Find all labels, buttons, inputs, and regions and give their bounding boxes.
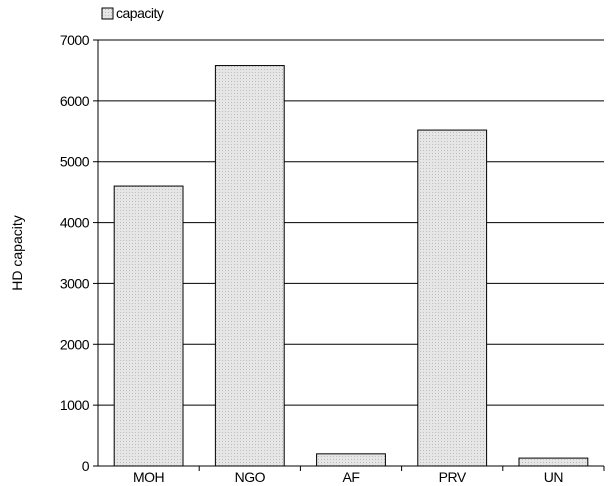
legend: capacity bbox=[101, 5, 164, 21]
y-tick-label: 0 bbox=[82, 458, 90, 474]
x-axis-ticks: MOH NGO AF PRV UN bbox=[133, 466, 605, 485]
y-tick-label: 5000 bbox=[60, 154, 90, 170]
legend-swatch bbox=[101, 7, 114, 20]
x-tick-label: PRV bbox=[439, 469, 467, 485]
y-tick-label: 2000 bbox=[60, 336, 90, 352]
bar-un bbox=[518, 457, 589, 467]
y-axis-title: HD capacity bbox=[9, 215, 25, 290]
bar-ngo bbox=[214, 65, 285, 467]
y-tick-label: 4000 bbox=[60, 215, 90, 231]
y-tick-label: 1000 bbox=[60, 397, 90, 413]
bars bbox=[113, 65, 589, 467]
bar-af bbox=[316, 453, 386, 467]
y-tick-label: 7000 bbox=[60, 32, 90, 48]
x-tick-label: NGO bbox=[235, 469, 266, 485]
bar-moh bbox=[113, 185, 184, 467]
bar-prv bbox=[417, 129, 488, 467]
y-tick-label: 6000 bbox=[60, 93, 90, 109]
x-tick-label: UN bbox=[544, 469, 563, 485]
x-tick-label: MOH bbox=[133, 469, 164, 485]
x-tick-label: AF bbox=[343, 469, 360, 485]
y-tick-label: 3000 bbox=[60, 275, 90, 291]
legend-label: capacity bbox=[116, 5, 164, 21]
y-axis-ticks: 0 1000 2000 3000 4000 5000 6000 7000 bbox=[60, 32, 98, 474]
